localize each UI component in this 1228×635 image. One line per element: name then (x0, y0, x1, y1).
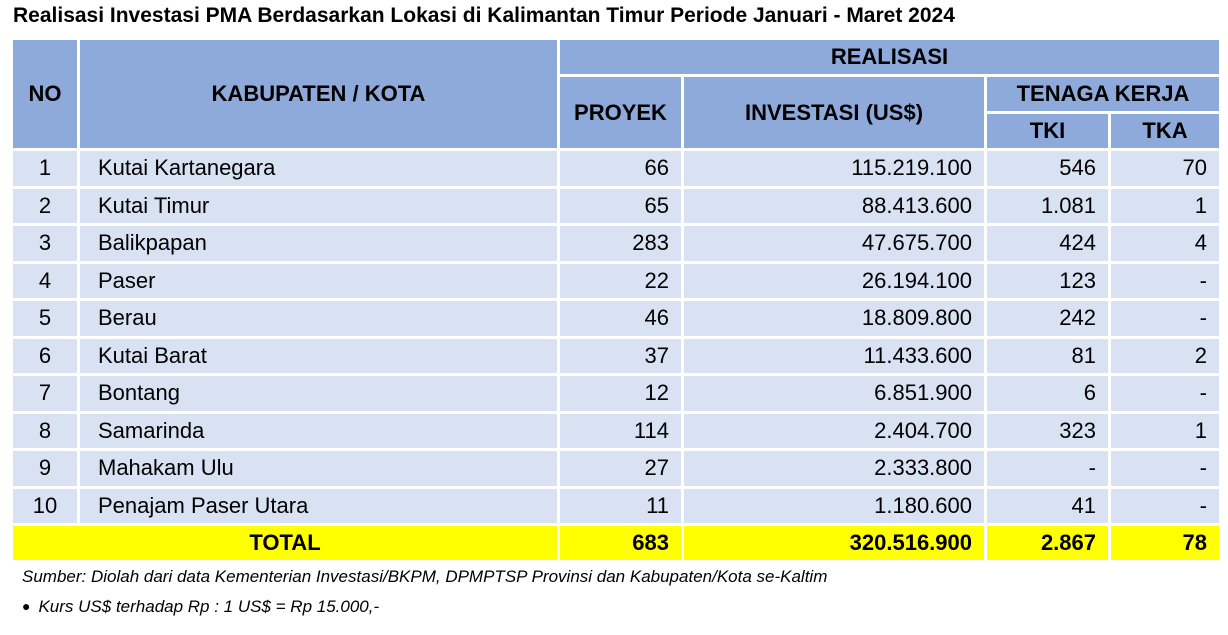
cell-region: Berau (80, 301, 557, 336)
table-row: 8 Samarinda 114 2.404.700 323 1 (13, 413, 1219, 448)
cell-proyek: 65 (560, 188, 681, 223)
cell-investasi: 6.851.900 (684, 376, 984, 411)
cell-proyek: 114 (560, 413, 681, 448)
total-tka: 78 (1111, 526, 1219, 560)
cell-investasi: 1.180.600 (684, 488, 984, 523)
bullet-icon: ● (22, 598, 31, 614)
cell-proyek: 37 (560, 338, 681, 373)
cell-tki: 1.081 (987, 188, 1108, 223)
cell-tka: 1 (1111, 413, 1219, 448)
cell-region: Penajam Paser Utara (80, 488, 557, 523)
cell-region: Kutai Timur (80, 188, 557, 223)
total-label: TOTAL (13, 526, 557, 560)
cell-tki: 323 (987, 413, 1108, 448)
cell-tka: - (1111, 451, 1219, 486)
table-row: 7 Bontang 12 6.851.900 6- (13, 376, 1219, 411)
table-row: 10 Penajam Paser Utara 11 1.180.600 41- (13, 488, 1219, 523)
cell-tka: 2 (1111, 338, 1219, 373)
cell-no: 7 (13, 376, 77, 411)
cell-proyek: 46 (560, 301, 681, 336)
header-region: KABUPATEN / KOTA (80, 40, 557, 148)
cell-tki: 41 (987, 488, 1108, 523)
total-proyek: 683 (560, 526, 681, 560)
total-investasi: 320.516.900 (684, 526, 984, 560)
cell-tka: 1 (1111, 188, 1219, 223)
cell-proyek: 22 (560, 263, 681, 298)
cell-investasi: 2.404.700 (684, 413, 984, 448)
cell-investasi: 2.333.800 (684, 451, 984, 486)
cell-no: 3 (13, 226, 77, 261)
cell-no: 4 (13, 263, 77, 298)
cell-region: Kutai Kartanegara (80, 151, 557, 186)
cell-tki: - (987, 451, 1108, 486)
cell-tka: 4 (1111, 226, 1219, 261)
cell-region: Samarinda (80, 413, 557, 448)
cell-proyek: 66 (560, 151, 681, 186)
cell-investasi: 88.413.600 (684, 188, 984, 223)
cell-investasi: 11.433.600 (684, 338, 984, 373)
cell-tka: - (1111, 263, 1219, 298)
cell-proyek: 11 (560, 488, 681, 523)
table-row: 9 Mahakam Ulu 27 2.333.800- - (13, 451, 1219, 486)
page-title: Realisasi Investasi PMA Berdasarkan Loka… (13, 4, 955, 27)
cell-no: 1 (13, 151, 77, 186)
cell-region: Bontang (80, 376, 557, 411)
cell-tki: 123 (987, 263, 1108, 298)
cell-tka: - (1111, 376, 1219, 411)
header-no: NO (13, 40, 77, 148)
cell-no: 6 (13, 338, 77, 373)
cell-tki: 546 (987, 151, 1108, 186)
cell-tka: - (1111, 301, 1219, 336)
table-row: 5 Berau 46 18.809.800 242- (13, 301, 1219, 336)
header-realisasi: REALISASI (560, 40, 1219, 74)
cell-investasi: 115.219.100 (684, 151, 984, 186)
cell-region: Balikpapan (80, 226, 557, 261)
table-row: 6 Kutai Barat 37 11.433.600 81 2 (13, 338, 1219, 373)
cell-no: 2 (13, 188, 77, 223)
source-note: Sumber: Diolah dari data Kementerian Inv… (22, 567, 828, 586)
cell-investasi: 18.809.800 (684, 301, 984, 336)
header-tenaga-kerja: TENAGA KERJA (987, 77, 1219, 111)
cell-tka: - (1111, 488, 1219, 523)
total-tki: 2.867 (987, 526, 1108, 560)
cell-no: 10 (13, 488, 77, 523)
cell-region: Mahakam Ulu (80, 451, 557, 486)
table-row: 4 Paser 22 26.194.100 123- (13, 263, 1219, 298)
cell-tka: 70 (1111, 151, 1219, 186)
exchange-rate-text: Kurs US$ terhadap Rp : 1 US$ = Rp 15.000… (38, 597, 380, 616)
cell-investasi: 47.675.700 (684, 226, 984, 261)
header-tka: TKA (1111, 114, 1219, 148)
investment-table: NO KABUPATEN / KOTA REALISASI PROYEK INV… (10, 37, 1222, 563)
cell-tki: 424 (987, 226, 1108, 261)
cell-tki: 81 (987, 338, 1108, 373)
cell-tki: 6 (987, 376, 1108, 411)
table-row: 3 Balikpapan 283 47.675.700 424 4 (13, 226, 1219, 261)
cell-region: Paser (80, 263, 557, 298)
total-row: TOTAL 683 320.516.900 2.867 78 (13, 526, 1219, 560)
cell-no: 9 (13, 451, 77, 486)
cell-proyek: 27 (560, 451, 681, 486)
cell-no: 5 (13, 301, 77, 336)
exchange-rate-note: ● Kurs US$ terhadap Rp : 1 US$ = Rp 15.00… (22, 597, 379, 617)
cell-investasi: 26.194.100 (684, 263, 984, 298)
cell-proyek: 283 (560, 226, 681, 261)
table-row: 2 Kutai Timur 65 88.413.600 1.081 1 (13, 188, 1219, 223)
table-row: 1 Kutai Kartanegara 66 115.219.100 546 70 (13, 151, 1219, 186)
header-proyek: PROYEK (560, 77, 681, 148)
cell-region: Kutai Barat (80, 338, 557, 373)
cell-no: 8 (13, 413, 77, 448)
header-investasi: INVESTASI (US$) (684, 77, 984, 148)
cell-tki: 242 (987, 301, 1108, 336)
header-tki: TKI (987, 114, 1108, 148)
cell-proyek: 12 (560, 376, 681, 411)
